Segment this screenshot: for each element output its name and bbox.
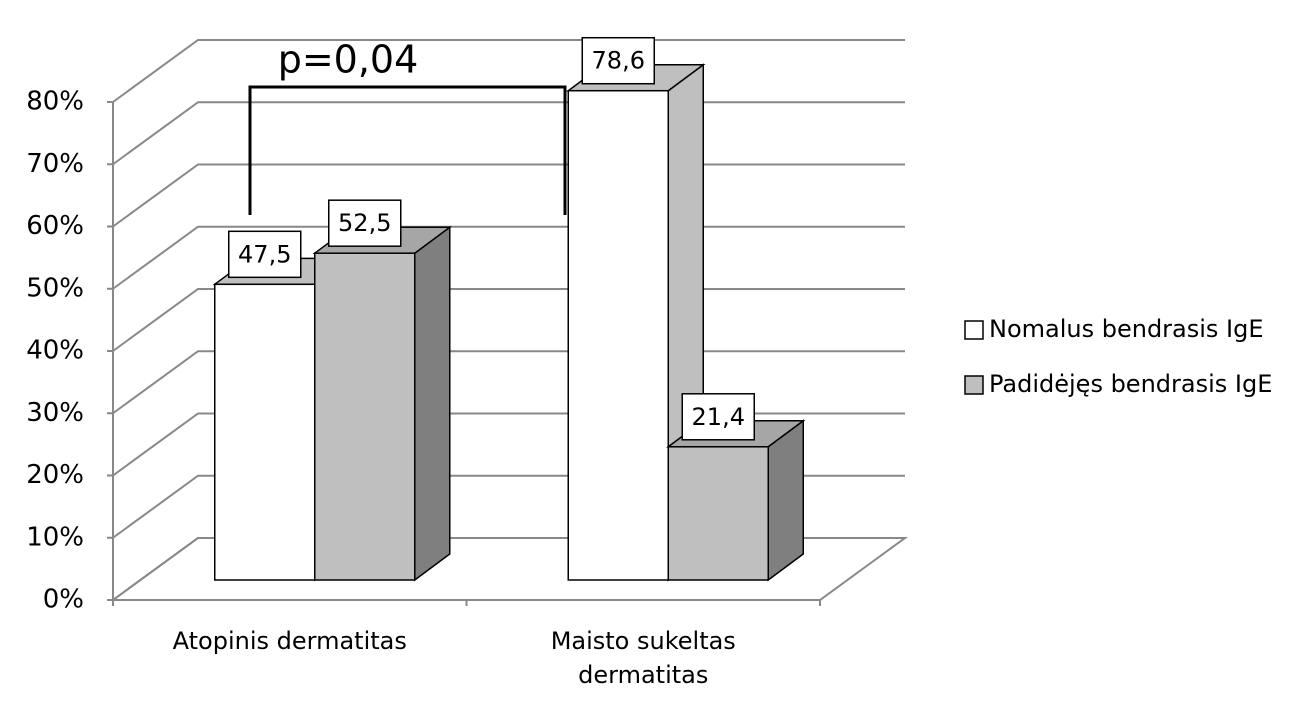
y-tick-label: 10% <box>26 522 84 552</box>
data-label: 78,6 <box>592 47 645 75</box>
y-tick-label: 20% <box>26 460 84 490</box>
y-tick-label: 80% <box>26 87 84 117</box>
legend-label: Nomalus bendrasis IgE <box>989 315 1264 343</box>
legend-label: Padidėjęs bendrasis IgE <box>989 370 1272 398</box>
y-tick-label: 0% <box>43 585 84 615</box>
bar-front <box>314 252 416 581</box>
bar <box>312 225 453 582</box>
x-tick-label: Maisto sukeltas dermatitas <box>550 627 736 689</box>
significance-bracket <box>248 85 567 215</box>
y-tick-label: 60% <box>26 211 84 241</box>
bar-side <box>767 419 804 582</box>
y-tick-label: 30% <box>26 398 84 428</box>
bar <box>665 419 806 582</box>
data-label-box <box>681 393 755 441</box>
legend-swatch <box>964 320 984 340</box>
y-tick-label: 40% <box>26 336 84 366</box>
annotation: p=0,04 <box>278 38 419 82</box>
y-tick-label: 70% <box>26 149 84 179</box>
data-label: 47,5 <box>238 240 291 268</box>
bar-front <box>667 446 769 581</box>
data-label-box <box>228 230 302 279</box>
data-label-box <box>328 199 402 247</box>
x-tick-label: Atopinis dermatitas <box>172 627 407 655</box>
bar-front <box>567 89 669 581</box>
data-label: 52,5 <box>338 209 391 237</box>
bar-front <box>214 283 316 581</box>
bar-side <box>414 225 451 582</box>
grid-line <box>112 39 905 103</box>
legend-swatch <box>964 375 984 395</box>
data-label-box <box>581 36 655 85</box>
data-label: 21,4 <box>692 403 745 431</box>
y-tick-label: 50% <box>26 273 84 303</box>
grid-line <box>112 101 905 166</box>
grid-line <box>112 163 905 228</box>
